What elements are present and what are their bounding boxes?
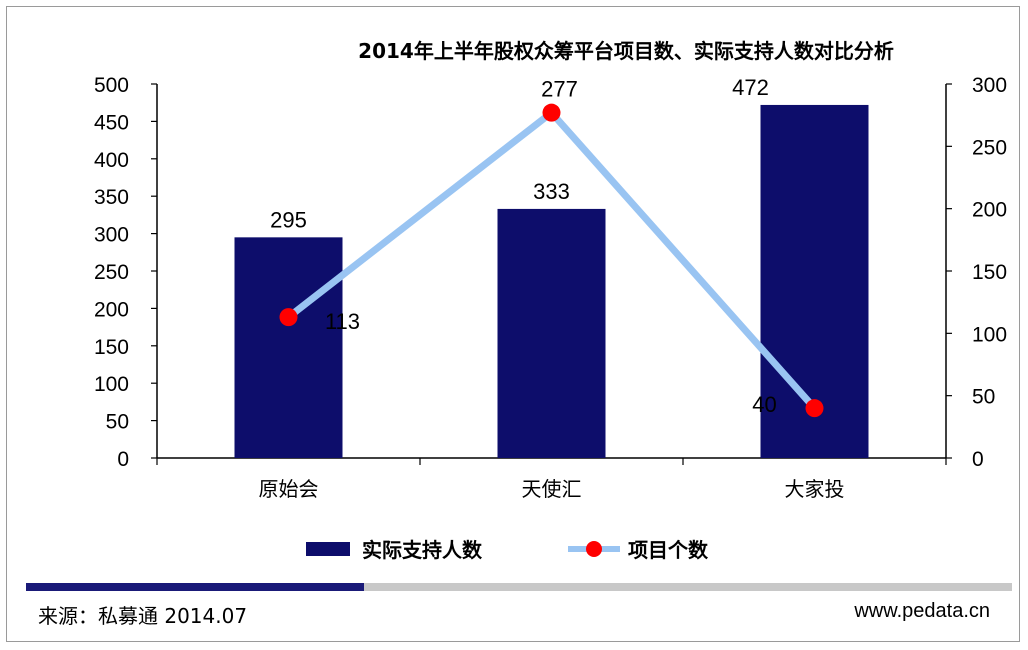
x-tick-label: 天使汇 — [522, 477, 582, 501]
line-point — [279, 308, 298, 327]
footer-bar-dark — [26, 583, 364, 591]
y-left-tick-label: 200 — [94, 298, 129, 321]
bar-data-label: 472 — [732, 75, 769, 100]
chart-title: 2014年上半年股权众筹平台项目数、实际支持人数对比分析 — [358, 39, 894, 63]
y-left-tick-label: 0 — [117, 448, 129, 471]
y-right-tick-label: 150 — [972, 261, 1007, 284]
y-right-tick-label: 250 — [972, 136, 1007, 159]
line-point — [805, 399, 824, 418]
legend-label-bar: 实际支持人数 — [362, 538, 483, 562]
legend-swatch-bar — [306, 542, 350, 556]
line-data-label: 40 — [752, 392, 776, 417]
footer-source: 来源：私募通 2014.07 — [38, 604, 248, 628]
bar-data-label: 295 — [270, 207, 307, 232]
y-left-tick-label: 250 — [94, 261, 129, 284]
footer-bar-light — [364, 583, 1012, 591]
bar — [234, 237, 343, 458]
y-left-tick-label: 400 — [94, 149, 129, 172]
y-left-tick-label: 350 — [94, 186, 129, 209]
legend-label-line: 项目个数 — [628, 538, 709, 562]
legend-swatch-marker — [586, 541, 602, 557]
bar — [497, 208, 606, 458]
y-right-tick-label: 300 — [972, 74, 1007, 97]
bar-data-label: 333 — [533, 179, 570, 204]
legend: 实际支持人数 项目个数 — [306, 538, 709, 562]
y-left-tick-label: 150 — [94, 336, 129, 359]
y-right-tick-label: 200 — [972, 199, 1007, 222]
y-left-tick-label: 450 — [94, 111, 129, 134]
line-data-label: 277 — [541, 77, 578, 102]
plot-area: 0 50 100 150 200 250 300 350 400 450 500 0 50 100 150 2… — [94, 74, 1007, 501]
line-point — [542, 103, 561, 122]
y-right-tick-label: 50 — [972, 386, 995, 409]
line-data-label: 113 — [325, 309, 360, 334]
y-left-tick-label: 500 — [94, 74, 129, 97]
y-left-tick-label: 100 — [94, 373, 129, 396]
x-tick-label: 大家投 — [785, 477, 845, 501]
y-left-tick-label: 300 — [94, 224, 129, 247]
x-tick-label: 原始会 — [259, 477, 319, 501]
footer-site: www.pedata.cn — [854, 600, 990, 622]
y-left-tick-label: 50 — [106, 411, 129, 434]
y-right-tick-label: 0 — [972, 448, 984, 471]
y-right-tick-label: 100 — [972, 323, 1007, 346]
